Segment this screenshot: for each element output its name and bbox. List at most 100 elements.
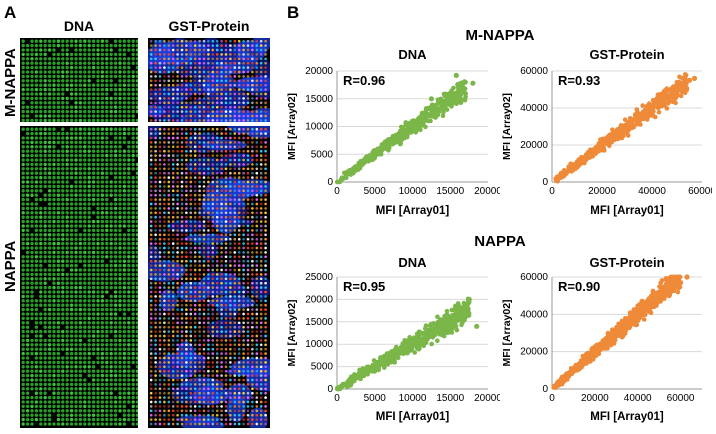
cloud-point	[412, 350, 417, 355]
correlation-label: R=0.90	[558, 279, 600, 294]
cloud-point	[634, 322, 640, 328]
cloud-point	[439, 106, 445, 112]
cloud-point	[428, 333, 433, 339]
cloud-point	[664, 291, 670, 296]
cloud-point	[459, 89, 465, 94]
cloud-point	[643, 304, 649, 309]
row-label-nappa: NAPPA	[2, 240, 19, 292]
data-point	[661, 99, 668, 106]
data-point	[603, 341, 609, 347]
data-point	[560, 375, 566, 381]
cloud-point	[585, 351, 590, 356]
data-point	[569, 162, 575, 168]
cloud-point	[455, 90, 461, 95]
cloud-point	[608, 132, 613, 137]
data-point	[372, 363, 378, 369]
x-axis-title: MFI [Array01]	[590, 205, 664, 217]
x-tick-label: 15000	[436, 186, 464, 197]
cloud-point	[435, 314, 440, 320]
data-point	[417, 115, 423, 121]
x-tick-label: 20000	[474, 393, 500, 404]
array-image-nappa-gst	[148, 126, 270, 428]
x-tick-label: 0	[549, 186, 555, 197]
x-tick-label: 10000	[399, 186, 427, 197]
data-point	[644, 105, 650, 111]
y-tick-label: 20000	[520, 347, 548, 358]
cloud-point	[670, 99, 676, 104]
cloud-point	[424, 107, 430, 112]
cloud-point	[643, 115, 648, 121]
data-point	[402, 345, 408, 351]
y-tick-label: 15000	[305, 317, 333, 328]
cloud-point	[627, 310, 633, 315]
x-tick-label: 5000	[364, 186, 387, 197]
cloud-point	[464, 306, 469, 312]
section-title-mnappa: M-NAPPA	[465, 27, 535, 44]
x-tick-label: 5000	[364, 393, 387, 404]
y-tick-label: 40000	[520, 309, 548, 320]
cloud-point	[457, 81, 462, 87]
data-point	[447, 318, 453, 324]
cloud-point	[454, 327, 460, 333]
cloud-point	[462, 86, 468, 91]
scatter-mnappa-dna: DNA 0 5000 10000 15000 20000 0 5000 10000 15000 20…	[286, 47, 500, 217]
row-label-mnappa: M-NAPPA	[2, 48, 19, 117]
correlation-label: R=0.93	[558, 73, 600, 88]
cloud-point	[395, 355, 401, 361]
cloud-point	[371, 358, 377, 363]
data-point	[624, 322, 630, 329]
data-point	[613, 330, 619, 336]
cloud-point	[436, 109, 442, 115]
array-image-nappa-dna	[20, 126, 138, 428]
x-tick-label: 40000	[624, 393, 652, 404]
x-tick-label: 40000	[638, 186, 666, 197]
cloud-point	[402, 338, 407, 343]
y-tick-label: 60000	[520, 66, 548, 77]
y-tick-label: 20000	[305, 66, 333, 77]
data-point	[669, 90, 675, 96]
cloud-point	[576, 362, 581, 368]
cloud-point	[596, 346, 601, 351]
data-point	[335, 385, 342, 391]
cloud-point	[431, 103, 437, 108]
data-point	[654, 96, 660, 102]
data-point	[645, 308, 651, 314]
cloud-point	[466, 310, 472, 316]
cloud-point	[611, 338, 616, 343]
cloud-point	[444, 107, 450, 112]
cloud-point	[338, 177, 344, 182]
cloud-point	[674, 89, 679, 94]
cloud-point	[440, 327, 446, 332]
cloud-point	[403, 120, 409, 125]
y-tick-label: 0	[542, 384, 548, 395]
data-point	[592, 349, 598, 355]
x-axis-title: MFI [Array01]	[590, 411, 664, 423]
cloud-point	[449, 307, 455, 313]
cloud-point	[675, 92, 681, 98]
data-point	[649, 109, 655, 115]
cloud-point	[394, 344, 399, 350]
cloud-point	[437, 329, 442, 335]
data-point	[636, 116, 643, 122]
panel-a-letter: A	[4, 3, 17, 22]
data-point	[691, 75, 698, 81]
data-point	[349, 377, 355, 383]
data-point	[679, 88, 685, 94]
data-point	[345, 169, 351, 175]
cloud-point	[603, 140, 609, 146]
cloud-point	[664, 90, 669, 95]
y-tick-label: 10000	[305, 339, 333, 350]
y-tick-label: 0	[327, 177, 333, 188]
plot-title: GST-Protein	[589, 47, 664, 62]
cloud-point	[438, 317, 443, 322]
data-point	[686, 77, 693, 83]
cloud-point	[445, 94, 450, 100]
cloud-point	[654, 303, 659, 308]
section-title-nappa: NAPPA	[474, 233, 526, 250]
data-point	[559, 173, 565, 179]
cloud-point	[647, 296, 652, 301]
cloud-point	[634, 113, 640, 118]
cloud-point	[599, 147, 604, 153]
data-point	[581, 358, 587, 364]
data-point	[667, 285, 673, 291]
